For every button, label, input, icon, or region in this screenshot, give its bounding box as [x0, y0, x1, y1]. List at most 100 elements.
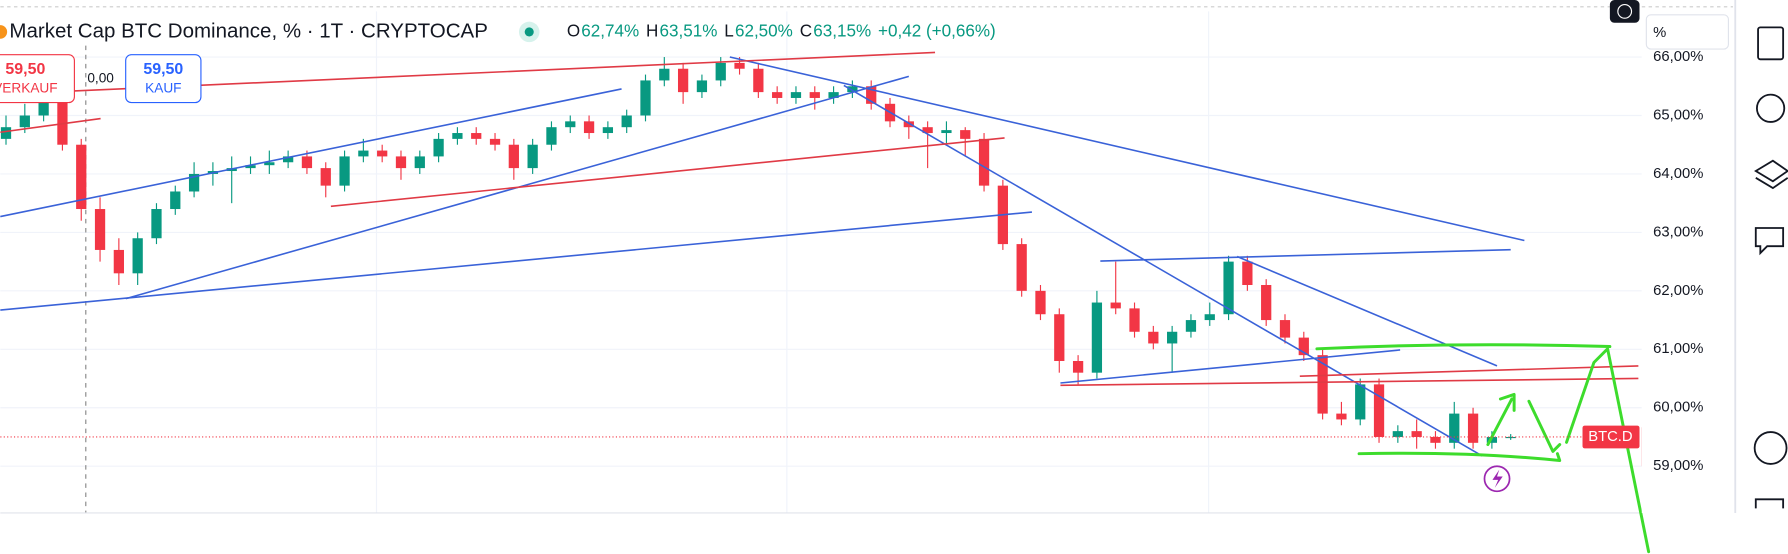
candle-body [1430, 436, 1441, 443]
candle-body [1355, 384, 1366, 420]
y-tick-label: 65,00% [1653, 107, 1703, 123]
candle-body [339, 156, 350, 186]
candle-body [602, 127, 614, 134]
candle-body [696, 80, 708, 93]
candle-body [659, 68, 670, 81]
candle-body [1110, 302, 1121, 309]
candle-body [0, 127, 12, 139]
symbol-tag [1582, 425, 1640, 449]
watchlist-icon[interactable] [1757, 26, 1785, 61]
sell-label: VERKAUF [0, 81, 58, 96]
trendline [1060, 377, 1639, 387]
change: +0,42 (+0,66%) [878, 21, 996, 40]
tool-icon[interactable] [1754, 498, 1785, 509]
candle-body [790, 92, 802, 98]
candle-body [452, 133, 463, 139]
candle-body [847, 86, 858, 93]
unit-button[interactable] [1645, 14, 1729, 50]
candle-body [903, 121, 914, 128]
candle-body [170, 191, 181, 210]
y-tick-label: 61,00% [1653, 341, 1703, 357]
candle-body [565, 121, 576, 128]
candle-body [922, 127, 933, 134]
add-icon [1617, 3, 1633, 19]
trendline [0, 88, 622, 218]
candle-body [1467, 413, 1479, 443]
trendline [843, 84, 1483, 457]
spread: 0,00 [87, 70, 114, 85]
dashboard-icon[interactable] [1753, 431, 1788, 465]
symbol-icon [0, 25, 8, 39]
candle-body [508, 144, 519, 169]
freehand [1315, 343, 1612, 351]
y-tick-label: 60,00% [1653, 400, 1703, 416]
ohlc: O 62,74% H 63,51% L 62,50% C 63,15% +0,42 (+0,66… [567, 21, 996, 40]
candle-body [753, 68, 764, 93]
candle-body [245, 165, 256, 169]
price-scale: % 66,00% 65,00% 64,00% 63,00% 62,00% 61,00% 60… [1609, 0, 1731, 513]
buy-label: KAUF [145, 81, 181, 96]
buy-button[interactable] [125, 54, 202, 104]
ohlc-key: L [724, 21, 734, 40]
candle-body [960, 130, 971, 139]
candle-body [1072, 360, 1084, 373]
candle-body [866, 86, 877, 104]
sell-button[interactable] [0, 54, 75, 104]
candle-body [1242, 261, 1253, 286]
candle-body [264, 162, 275, 166]
y-tick-label: 66,00% [1653, 49, 1703, 65]
status-dot [524, 27, 534, 37]
buy-price: 59,50 [143, 61, 183, 78]
candle-body [621, 115, 632, 128]
legend: Market Cap BTC Dominance, % · 1T · CRYPT… [0, 19, 996, 42]
trendline [1299, 365, 1639, 377]
candle-body [395, 156, 407, 169]
candle-body [76, 144, 87, 210]
candle-body [1054, 314, 1065, 361]
candle-body [941, 130, 952, 134]
y-tick-label: 59,00% [1653, 458, 1703, 474]
candle-body [1223, 261, 1234, 315]
candle-body [1129, 308, 1140, 332]
trendline [68, 51, 936, 92]
y-tick-label: 62,00% [1653, 283, 1703, 299]
candle-body [734, 62, 745, 69]
trendline [1060, 349, 1401, 384]
ohlc-key: O [567, 21, 580, 40]
candle-body [527, 144, 538, 169]
candle-body [151, 209, 162, 239]
candle-body [320, 168, 331, 186]
candle-body [113, 249, 124, 274]
sell-price: 59,50 [5, 61, 45, 78]
candle-body [772, 92, 783, 98]
ohlc-value: 62,74% [581, 21, 639, 40]
freehand [1565, 347, 1651, 554]
add-button[interactable] [1609, 0, 1640, 23]
candle-body [301, 156, 313, 169]
candle-body [471, 133, 482, 139]
candle-body [414, 156, 425, 169]
y-tick-label: 64,00% [1653, 166, 1703, 182]
alert-icon[interactable] [1756, 93, 1786, 123]
candle-body [19, 115, 30, 128]
scale-bg [1641, 11, 1731, 513]
candle-body [132, 238, 143, 274]
trendline [1100, 248, 1511, 262]
ohlc-key: C [800, 21, 812, 40]
symbol-tag-label: BTC.D [1588, 429, 1632, 445]
unit: % [1653, 25, 1666, 41]
chat-icon[interactable] [1754, 227, 1785, 256]
candle-body [1317, 355, 1328, 414]
freehand [1527, 399, 1562, 453]
y-axis: 66,00% 65,00% 64,00% 63,00% 62,00% 61,00% 60,0… [1653, 49, 1703, 474]
candle-body [1373, 384, 1385, 437]
lightning [1492, 469, 1503, 488]
candle-body [1336, 413, 1347, 420]
candle-body [1016, 244, 1027, 291]
candle-body [1505, 436, 1516, 439]
candle-body [433, 138, 444, 157]
candle-body [188, 173, 200, 192]
freehand [1357, 451, 1562, 463]
